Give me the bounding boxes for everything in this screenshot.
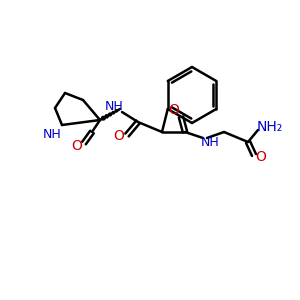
- Text: O: O: [114, 129, 124, 143]
- Text: NH: NH: [43, 128, 61, 140]
- Circle shape: [105, 115, 108, 118]
- Text: NH₂: NH₂: [257, 120, 283, 134]
- Text: O: O: [256, 150, 266, 164]
- Text: O: O: [169, 103, 179, 117]
- Circle shape: [116, 110, 118, 112]
- Circle shape: [109, 113, 111, 116]
- Text: O: O: [72, 139, 83, 153]
- Circle shape: [101, 116, 105, 120]
- Text: NH: NH: [105, 100, 123, 112]
- Text: NH: NH: [201, 136, 219, 149]
- Circle shape: [112, 112, 115, 114]
